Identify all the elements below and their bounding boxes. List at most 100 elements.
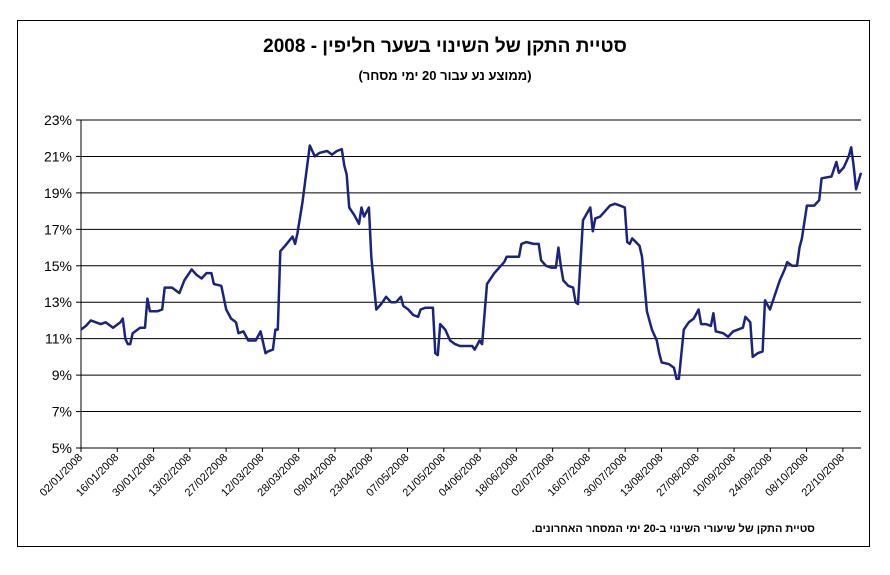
data-point — [678, 378, 680, 380]
data-point — [850, 147, 852, 149]
data-point — [592, 230, 594, 232]
data-point — [526, 241, 528, 243]
data-point — [737, 329, 739, 331]
data-point — [361, 207, 363, 209]
data-point — [774, 294, 776, 296]
data-point — [577, 303, 579, 305]
data-point — [260, 331, 262, 333]
data-point — [376, 309, 378, 311]
data-point — [693, 318, 695, 320]
data-point — [764, 300, 766, 302]
data-point — [417, 316, 419, 318]
data-point — [688, 322, 690, 324]
data-point — [609, 205, 611, 207]
data-point — [658, 352, 660, 354]
data-point — [326, 150, 328, 152]
data-point — [599, 216, 601, 218]
data-point — [855, 188, 857, 190]
data-point — [235, 322, 237, 324]
data-point — [806, 205, 808, 207]
data-point — [225, 309, 227, 311]
data-point — [435, 352, 437, 354]
data-point — [213, 283, 215, 285]
data-point — [403, 305, 405, 307]
data-point — [336, 150, 338, 152]
data-point — [206, 272, 208, 274]
data-point — [624, 207, 626, 209]
data-point — [127, 343, 129, 345]
data-point — [467, 345, 469, 347]
data-point — [471, 345, 473, 347]
data-point — [425, 307, 427, 309]
data-point — [838, 172, 840, 174]
data-point — [344, 165, 346, 167]
data-point — [727, 336, 729, 338]
data-point — [294, 243, 296, 245]
y-tick-label: 23% — [44, 112, 72, 128]
data-point — [238, 332, 240, 334]
data-point — [481, 343, 483, 345]
data-point — [750, 322, 752, 324]
data-point — [80, 329, 82, 331]
data-point — [545, 265, 547, 267]
series-layer — [80, 144, 863, 381]
data-point — [454, 343, 456, 345]
data-point — [297, 232, 299, 234]
chart-title: סטיית התקן של השינוי בשער חליפין - 2008 — [263, 36, 627, 57]
data-point — [248, 340, 250, 342]
data-point — [267, 351, 269, 353]
data-point — [818, 199, 820, 201]
data-point — [713, 312, 715, 314]
y-axis-tick-labels: 5% 7% 9% 11% 13% 15% 17% 19% 21% 23% — [44, 112, 72, 456]
data-point — [853, 165, 855, 167]
data-point — [459, 345, 461, 347]
data-point — [860, 172, 862, 174]
data-point — [779, 280, 781, 282]
data-point — [144, 327, 146, 329]
data-point — [230, 318, 232, 320]
chart-footnote: סטיית התקן של שיעורי השינוי ב-20 ימי המס… — [531, 523, 815, 535]
data-point — [604, 210, 606, 212]
data-point — [614, 203, 616, 205]
data-point — [243, 331, 245, 333]
data-point — [821, 178, 823, 180]
data-point — [302, 201, 304, 203]
data-point — [85, 325, 87, 327]
data-point — [555, 267, 557, 269]
y-tick-label: 5% — [52, 440, 72, 456]
data-point — [639, 245, 641, 247]
data-point — [676, 378, 678, 380]
data-point — [479, 340, 481, 342]
data-point — [518, 256, 520, 258]
y-tick-label: 17% — [44, 221, 72, 237]
axes — [76, 119, 861, 452]
data-point — [284, 245, 286, 247]
data-point — [449, 340, 451, 342]
data-point — [439, 323, 441, 325]
data-point — [742, 327, 744, 329]
data-point — [710, 325, 712, 327]
data-point — [368, 207, 370, 209]
y-tick-label: 21% — [44, 148, 72, 164]
data-point — [646, 311, 648, 313]
data-point — [700, 323, 702, 325]
gridlines — [81, 119, 861, 413]
data-point — [292, 236, 294, 238]
data-point — [371, 256, 373, 258]
y-tick-label: 13% — [44, 294, 72, 310]
data-point — [757, 352, 759, 354]
data-point — [813, 205, 815, 207]
data-point — [550, 267, 552, 269]
data-point — [651, 329, 653, 331]
data-point — [380, 303, 382, 305]
data-point — [796, 265, 798, 267]
y-tick-label: 7% — [52, 404, 72, 420]
data-point — [275, 329, 277, 331]
data-point — [560, 265, 562, 267]
data-point — [629, 243, 631, 245]
data-point — [112, 327, 114, 329]
data-point — [705, 323, 707, 325]
data-point — [752, 356, 754, 358]
data-point — [836, 161, 838, 163]
chart-subtitle: (ממוצע נע עבור 20 ימי מסחר) — [358, 68, 532, 83]
